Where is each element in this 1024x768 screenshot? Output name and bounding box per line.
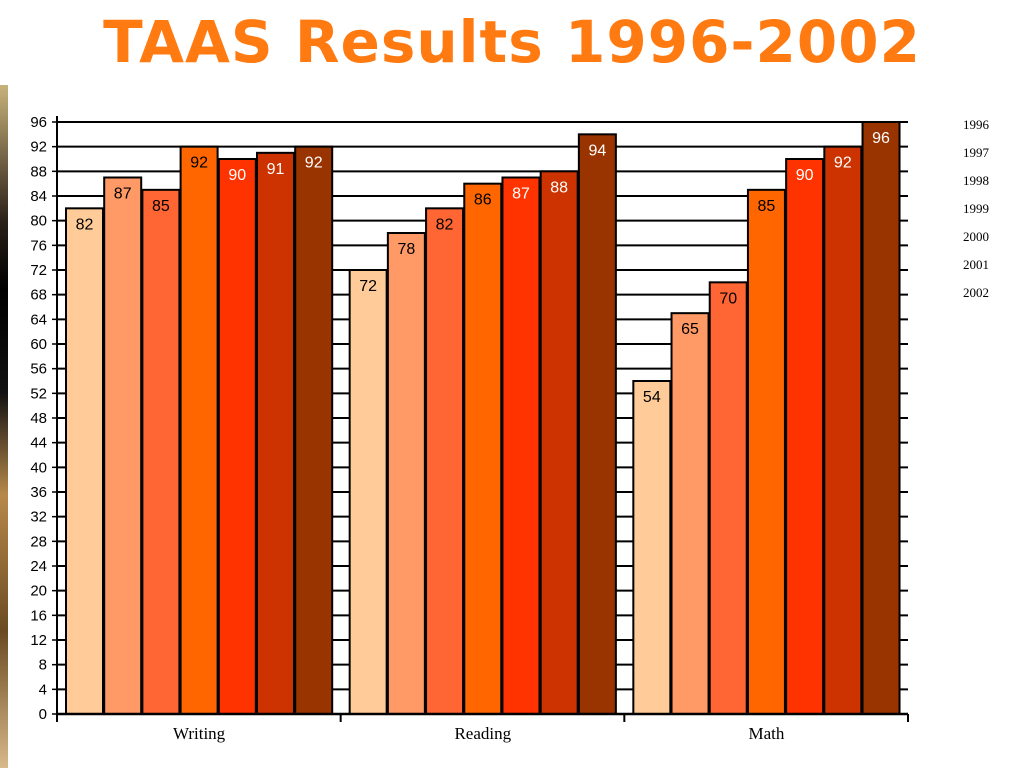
legend-entry: 1997 — [963, 145, 989, 160]
y-tick-label: 44 — [30, 435, 47, 452]
bar — [294, 145, 334, 715]
y-tick-label: 88 — [30, 163, 47, 180]
y-tick-label: 20 — [30, 583, 47, 600]
y-tick-label: 48 — [30, 410, 47, 427]
bar — [179, 145, 219, 715]
y-tick-label: 76 — [30, 237, 47, 254]
legend-entry: 2002 — [963, 285, 989, 300]
y-tick-label: 36 — [30, 484, 47, 501]
y-tick-label: 96 — [30, 114, 47, 131]
bar — [785, 158, 825, 715]
y-tick-label: 24 — [30, 558, 47, 575]
x-category-label: Math — [748, 724, 784, 743]
y-tick-label: 4 — [39, 681, 47, 698]
y-tick-label: 84 — [30, 188, 47, 205]
y-tick-label: 52 — [30, 385, 47, 402]
legend-entry: 1996 — [963, 117, 989, 132]
bar — [425, 207, 465, 715]
bar — [386, 232, 426, 715]
bar-value-label: 78 — [397, 241, 415, 258]
bar-value-label: 82 — [76, 216, 94, 233]
bar — [103, 176, 143, 715]
y-tick-label: 68 — [30, 287, 47, 304]
y-tick-label: 72 — [30, 262, 47, 279]
bar-value-label: 87 — [114, 186, 132, 203]
bar-value-label: 82 — [436, 216, 454, 233]
bar-value-label: 87 — [512, 186, 530, 203]
bar-value-label: 94 — [588, 142, 606, 159]
bar — [670, 312, 710, 715]
bar — [539, 170, 579, 716]
bar — [861, 121, 901, 715]
y-tick-label: 40 — [30, 459, 47, 476]
legend-entry: 2000 — [963, 229, 989, 244]
bar-value-label: 88 — [550, 179, 568, 196]
y-tick-label: 60 — [30, 336, 47, 353]
x-category-label: Reading — [454, 724, 511, 743]
bar-value-label: 85 — [152, 198, 170, 215]
bar-value-label: 90 — [796, 167, 814, 184]
bar — [708, 281, 748, 715]
bar-value-label: 72 — [359, 278, 377, 295]
bar-value-label: 85 — [758, 198, 776, 215]
bar-value-label: 92 — [834, 155, 852, 172]
bar-value-label: 92 — [190, 155, 208, 172]
bar — [501, 176, 541, 715]
legend-entry: 1998 — [963, 173, 989, 188]
bar — [463, 182, 503, 715]
bar-value-label: 54 — [643, 389, 661, 406]
bar — [348, 269, 388, 715]
bar — [577, 133, 617, 716]
bar — [746, 188, 786, 716]
left-edge-photo-strip — [0, 85, 8, 768]
bar — [141, 188, 181, 716]
legend: 1996 1997 1998 1999 2000 2001 2002 — [963, 116, 989, 312]
y-tick-label: 0 — [39, 706, 47, 723]
bar-value-label: 92 — [305, 155, 323, 172]
y-tick-label: 80 — [30, 213, 47, 230]
bar-value-label: 86 — [474, 192, 492, 209]
y-tick-label: 8 — [39, 657, 47, 674]
y-tick-label: 56 — [30, 361, 47, 378]
y-tick-label: 12 — [30, 632, 47, 649]
y-tick-label: 64 — [30, 311, 47, 328]
y-tick-label: 28 — [30, 533, 47, 550]
y-tick-label: 32 — [30, 509, 47, 526]
bar-value-label: 90 — [228, 167, 246, 184]
x-category-label: Writing — [173, 724, 226, 743]
bar — [217, 158, 257, 715]
y-tick-label: 92 — [30, 139, 47, 156]
page-title: TAAS Results 1996-2002 — [103, 8, 921, 76]
bar — [256, 151, 295, 716]
bar — [632, 380, 672, 715]
legend-entry: 1999 — [963, 201, 989, 216]
y-tick-label: 16 — [30, 607, 47, 624]
bar — [823, 145, 863, 715]
bar-value-label: 65 — [681, 321, 699, 338]
legend-entry: 2001 — [963, 257, 989, 272]
bar-value-label: 91 — [267, 161, 285, 178]
bar-value-label: 70 — [719, 290, 737, 307]
bar — [65, 207, 104, 715]
bar-value-label: 96 — [872, 130, 890, 147]
